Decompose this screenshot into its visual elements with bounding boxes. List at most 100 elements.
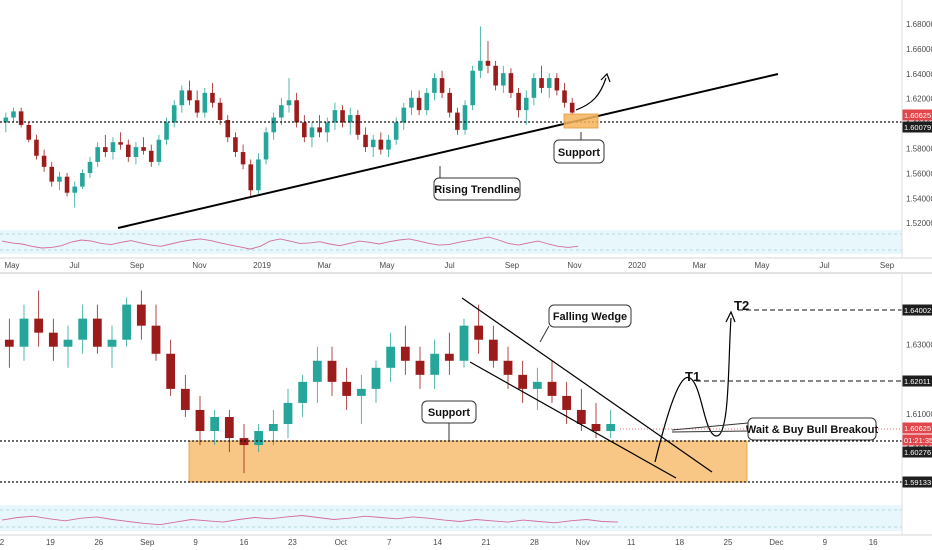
candle (562, 83, 567, 108)
candle (470, 65, 475, 111)
svg-text:1.60625: 1.60625 (904, 424, 931, 433)
time-tick-label: Sep (880, 261, 895, 270)
svg-text:1.64002: 1.64002 (904, 306, 931, 315)
t2-label: T2 (734, 298, 749, 313)
candle (309, 122, 315, 148)
top-time-axis: May Jul Sep Nov 2019 Mar May Jul Sep Nov 2020 Mar Ma… (4, 261, 894, 270)
panel-separator (0, 272, 932, 274)
candle (378, 132, 384, 155)
time-tick-label: 7 (387, 538, 392, 547)
candle (80, 169, 85, 190)
time-tick-label: Mar (693, 261, 707, 270)
candle (455, 107, 460, 135)
time-tick-label: 28 (530, 538, 539, 547)
candle (447, 87, 453, 118)
candle (95, 142, 100, 167)
time-tick-label: 16 (240, 538, 249, 547)
candle (48, 318, 58, 361)
candle (179, 85, 185, 113)
candle (103, 134, 108, 157)
candle (136, 290, 146, 340)
falling-wedge-callout: Falling Wedge (539, 304, 632, 343)
time-tick-label: Nov (567, 261, 581, 270)
time-tick-label: 19 (46, 538, 55, 547)
time-tick-label: 2019 (253, 261, 271, 270)
time-tick-label: Jul (444, 261, 454, 270)
candle (298, 374, 308, 417)
bottom-price-tags: 1.64002 1.62011 1.60625 01:21:35 1.60276 1.59… (902, 304, 932, 488)
price-tag: 1.60276 (902, 446, 932, 458)
top-projection-path (575, 77, 607, 111)
candle (166, 339, 176, 396)
price-tag: 1.59133 (902, 476, 932, 488)
candle (41, 149, 47, 172)
candle (210, 409, 220, 446)
bottom-price-axis: 1.640001.630001.620001.610001.600001.590… (906, 306, 932, 488)
candle (554, 73, 560, 96)
candle (356, 374, 366, 424)
candle (439, 70, 445, 98)
candle (156, 134, 162, 166)
falling-wedge-label: Falling Wedge (553, 311, 627, 323)
candle (72, 181, 78, 208)
time-tick-label: 21 (482, 538, 491, 547)
price-tick-label: 1.52000 (906, 219, 932, 228)
candle (312, 346, 322, 403)
candle (263, 127, 269, 165)
candle (110, 137, 116, 160)
candle (485, 41, 491, 74)
candle (210, 83, 215, 108)
candle (400, 325, 410, 375)
top-rsi-line (1, 236, 579, 250)
top-trendline-callout: Rising Trendline (433, 166, 521, 201)
bottom-candles (4, 290, 616, 474)
candle (371, 360, 381, 403)
price-tick-label: 1.66000 (906, 45, 932, 54)
time-tick-label: 2020 (628, 261, 646, 270)
candle (279, 97, 284, 125)
candle (268, 409, 278, 446)
top-support-zone (563, 113, 599, 129)
svg-text:1.62011: 1.62011 (904, 377, 931, 386)
candle (26, 122, 32, 143)
candle (240, 144, 246, 170)
candle (546, 73, 552, 98)
price-tag: 1.60625 (902, 422, 932, 434)
candle (474, 304, 484, 354)
candle (4, 318, 14, 368)
svg-text:1.59133: 1.59133 (904, 478, 931, 487)
wedge-lower-line (469, 361, 677, 479)
candle (57, 171, 62, 191)
top-support-label: Support (558, 147, 600, 159)
candle (401, 102, 407, 130)
candle (432, 73, 437, 101)
top-support-callout: Support (553, 132, 605, 164)
candle (107, 325, 117, 368)
candle (444, 332, 454, 375)
time-tick-label: Nov (192, 261, 206, 270)
candle (180, 374, 190, 417)
time-tick-label: May (754, 261, 769, 270)
buy-note-label: Wait & Buy Bull Breakout (746, 424, 879, 436)
buy-note-callout: Wait & Buy Bull Breakout (671, 417, 879, 441)
candle (18, 107, 24, 128)
candle (576, 388, 586, 432)
price-tag: 1.62011 (902, 375, 932, 387)
candle (340, 105, 345, 128)
candle (122, 297, 132, 347)
top-rsi-panel (0, 230, 902, 254)
candle (148, 144, 154, 167)
candle (11, 107, 16, 123)
candle (355, 110, 361, 140)
bottom-projection-arrow-icon (725, 310, 736, 323)
price-tick-label: 1.64000 (906, 70, 932, 79)
candle (256, 153, 261, 194)
candle (233, 132, 238, 157)
top-price-tags: 1.60625 1.60079 (902, 109, 932, 133)
price-tick-label: 1.54000 (906, 194, 932, 203)
candle (532, 367, 542, 410)
candle (171, 100, 177, 128)
bottom-rsi-line (1, 515, 619, 526)
candle (19, 304, 29, 361)
candle (78, 304, 88, 354)
